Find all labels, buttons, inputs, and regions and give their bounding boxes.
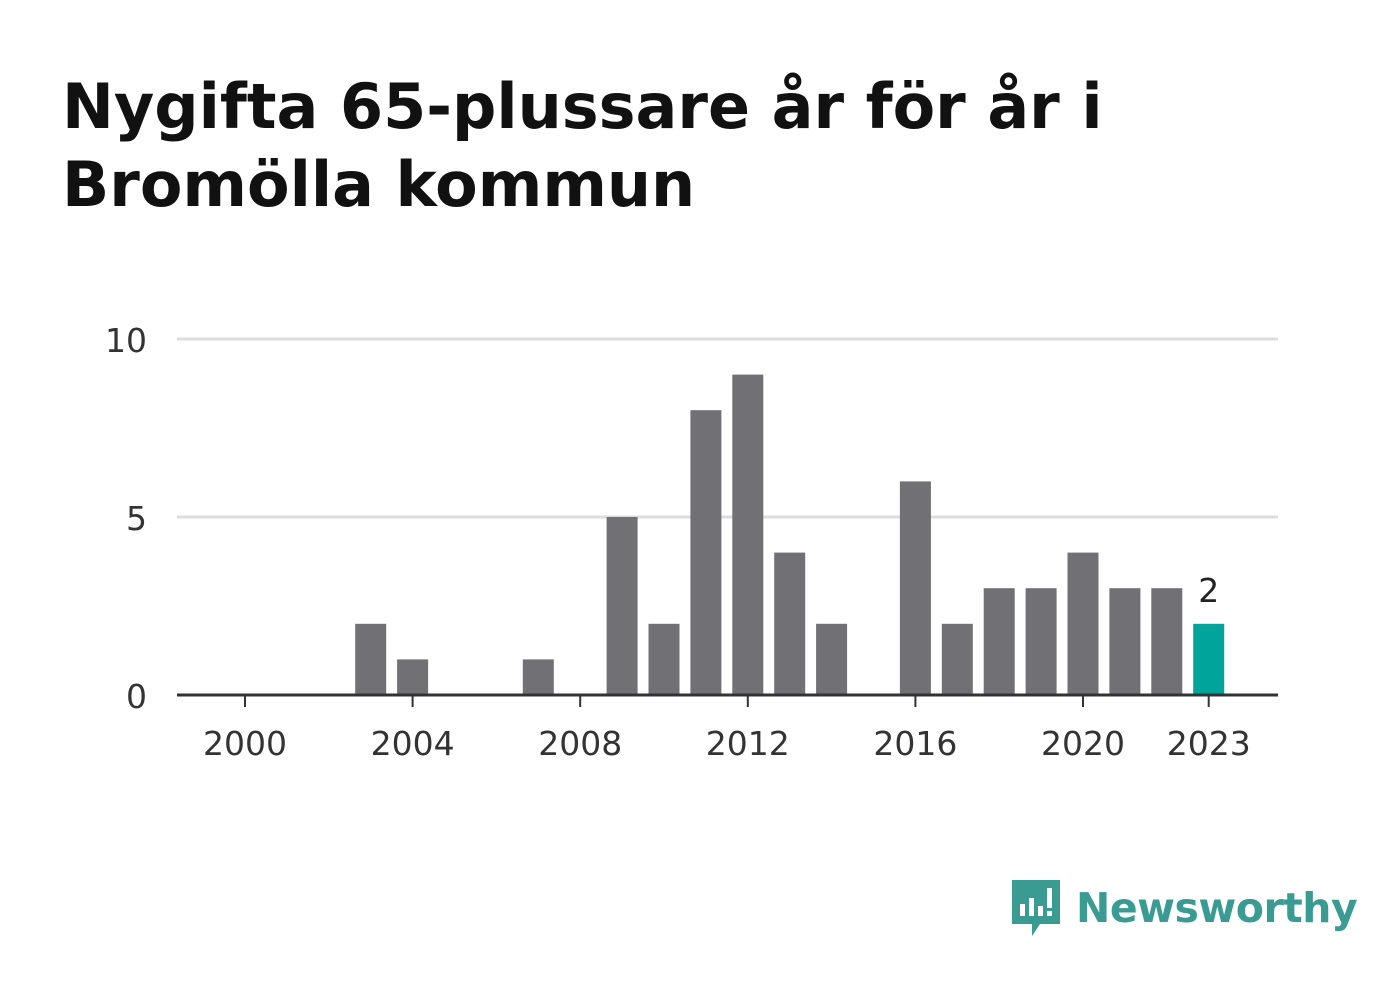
x-tick-label: 2000 — [203, 724, 287, 763]
axes — [177, 693, 1278, 707]
bar — [816, 623, 848, 695]
x-tick-label: 2016 — [873, 724, 957, 763]
bar — [355, 623, 387, 695]
bar — [522, 659, 554, 695]
x-tick-label: 2012 — [706, 724, 790, 763]
bar — [732, 374, 764, 695]
brand-name: Newsworthy — [1076, 884, 1358, 932]
bar — [648, 623, 680, 695]
bar — [1025, 588, 1057, 695]
bar — [1067, 552, 1099, 695]
y-tick-label: 0 — [126, 677, 147, 716]
y-tick-label: 10 — [105, 321, 147, 360]
grid-lines — [177, 337, 1278, 519]
newsworthy-logo-icon — [1012, 880, 1060, 936]
bar — [774, 552, 806, 695]
bar — [397, 659, 429, 695]
x-tick-label: 2004 — [371, 724, 455, 763]
x-tick-label: 2023 — [1167, 724, 1251, 763]
x-tick-label: 2008 — [538, 724, 622, 763]
bars — [355, 374, 1225, 695]
bar — [1109, 588, 1141, 695]
y-tick-label: 5 — [126, 499, 147, 538]
tick-labels: 0 5 10 2 2000 2004 2008 2012 2016 2020 2023 — [105, 321, 1251, 763]
bar — [983, 588, 1015, 695]
bar — [1193, 623, 1225, 695]
data-label: 2 — [1198, 571, 1219, 610]
bar — [941, 623, 973, 695]
chart-title: Nygifta 65-plussare år för år i Bromölla… — [62, 70, 1103, 221]
x-tick-label: 2020 — [1041, 724, 1125, 763]
bar — [690, 410, 722, 695]
bar — [1151, 588, 1183, 695]
newsworthy-logo: Newsworthy — [1010, 878, 1358, 938]
bar — [899, 481, 931, 695]
bar — [606, 517, 638, 695]
